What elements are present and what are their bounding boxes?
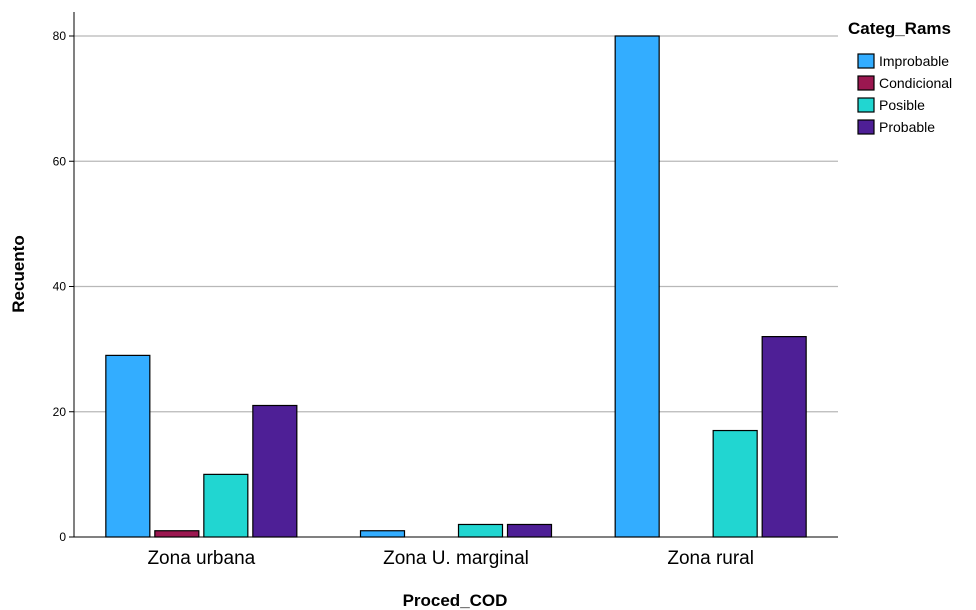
x-axis-title: Proced_COD (403, 591, 508, 610)
legend-swatch (857, 53, 875, 69)
gridlines (74, 35, 838, 413)
y-tick-label: 20 (53, 405, 67, 419)
bar-improbable-2 (614, 35, 660, 538)
bar-posible-0 (203, 473, 249, 538)
y-tick-label: 40 (53, 280, 67, 294)
legend-swatch (857, 75, 875, 91)
bar-posible-1 (457, 523, 504, 538)
y-axis-title: Recuento (9, 235, 28, 312)
legend-label: Posible (879, 97, 925, 113)
bar-probable-2 (761, 336, 807, 538)
legend: Categ_Rams Improbable Condicional Posible P… (848, 19, 952, 135)
x-axis-categories: Zona urbana Zona U. marginal Zona rural (147, 548, 754, 569)
y-tick-label: 0 (59, 530, 66, 544)
legend-swatch (857, 119, 875, 135)
legend-title: Categ_Rams (848, 19, 951, 38)
y-axis-ticks: 0 20 40 60 80 (53, 29, 74, 544)
legend-swatch (857, 97, 875, 113)
axes (73, 12, 838, 538)
bar-probable-0 (252, 404, 298, 538)
bars (105, 35, 807, 538)
legend-label: Improbable (879, 53, 949, 69)
bar-probable-1 (506, 523, 553, 538)
y-tick-label: 60 (53, 154, 67, 168)
x-category-label: Zona U. marginal (383, 548, 529, 569)
y-tick-label: 80 (53, 29, 67, 43)
x-category-label: Zona rural (667, 548, 754, 569)
bar-condicional-0 (154, 530, 200, 538)
legend-label: Condicional (879, 75, 952, 91)
x-category-label: Zona urbana (147, 548, 255, 569)
bar-posible-2 (712, 429, 758, 538)
bar-improbable-1 (359, 530, 406, 538)
legend-label: Probable (879, 119, 935, 135)
bar-improbable-0 (105, 354, 151, 538)
